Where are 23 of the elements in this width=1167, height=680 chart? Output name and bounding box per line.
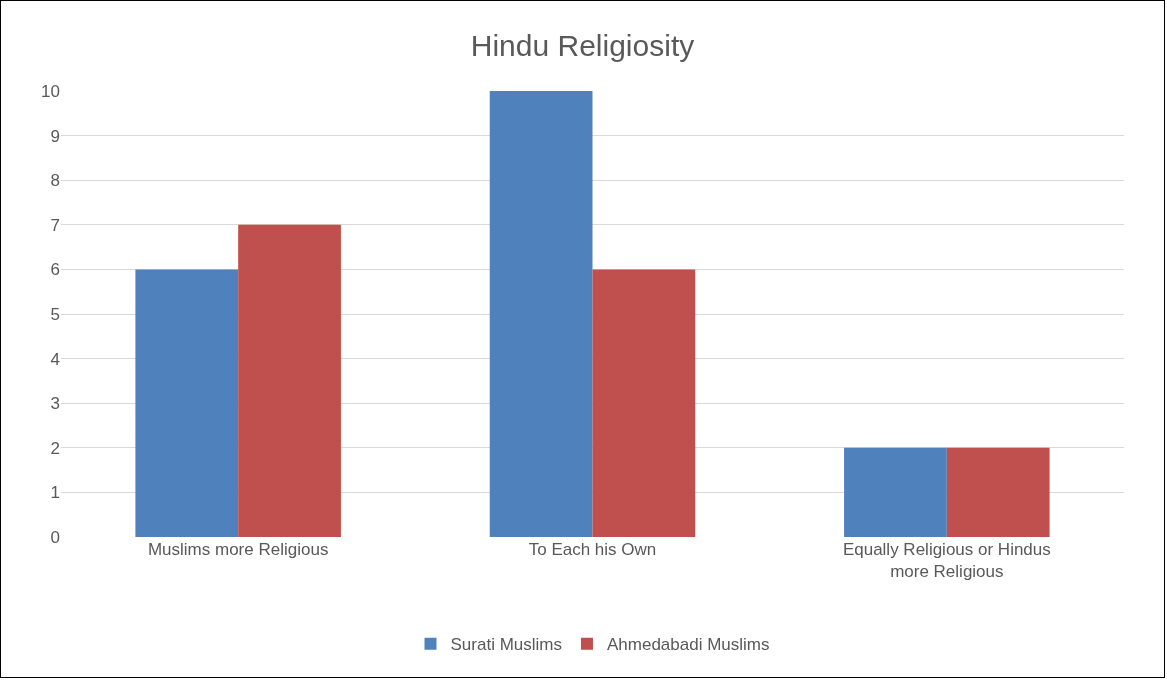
- y-tick-label: 9: [50, 126, 60, 146]
- y-tick-label: 0: [50, 527, 60, 547]
- bar: [489, 91, 593, 537]
- x-tick-label: Muslims more Religious: [147, 540, 329, 559]
- x-tick-label: To Each his Own: [528, 540, 657, 559]
- y-tick-label: 7: [50, 215, 60, 235]
- y-tick-label: 3: [50, 394, 60, 414]
- y-tick-label: 1: [50, 483, 60, 503]
- x-tick-label: Equally Religious or Hindus more Religious: [842, 540, 1051, 582]
- y-tick-label: 4: [50, 349, 60, 369]
- bar: [238, 224, 341, 537]
- y-tick-label: 6: [50, 260, 60, 280]
- y-tick-label: 8: [50, 171, 60, 191]
- bar: [135, 269, 239, 537]
- legend-label: Surati Muslims: [450, 635, 562, 655]
- y-tick-label: 10: [41, 81, 60, 101]
- bar: [592, 269, 696, 537]
- chart-title: Hindu Religiosity: [470, 28, 695, 62]
- y-tick-label: 2: [50, 438, 60, 458]
- bar: [844, 447, 947, 537]
- legend-label: Ahmedabadi Muslims: [606, 635, 770, 655]
- bar: [946, 447, 1050, 537]
- y-tick-label: 5: [50, 304, 60, 324]
